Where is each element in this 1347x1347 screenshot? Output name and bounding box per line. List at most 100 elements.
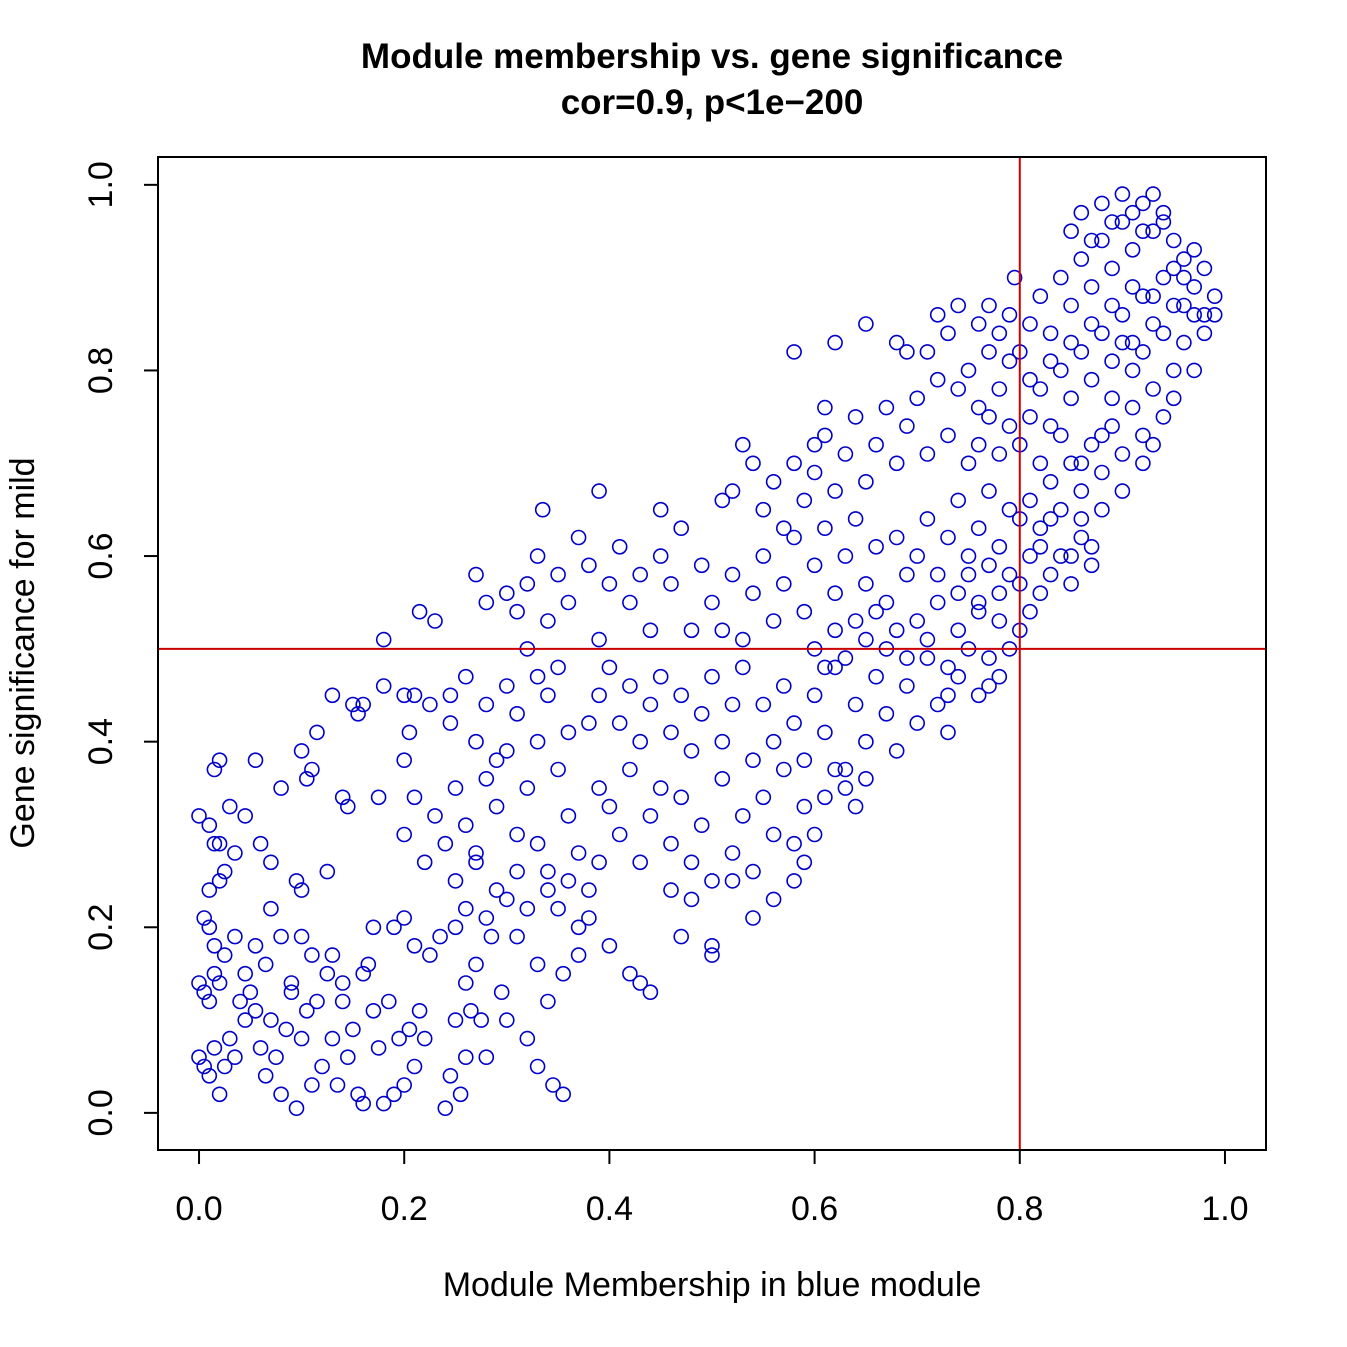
data-point xyxy=(1165,260,1182,277)
data-point xyxy=(191,808,207,824)
data-point xyxy=(868,603,884,620)
data-point xyxy=(237,1012,253,1028)
x-tick-label: 0.6 xyxy=(791,1190,838,1228)
data-point xyxy=(1104,353,1120,370)
data-point xyxy=(227,1049,243,1065)
data-point xyxy=(201,817,218,834)
data-point xyxy=(473,1012,490,1028)
data-point xyxy=(329,1077,346,1093)
data-point xyxy=(899,650,915,666)
data-point xyxy=(519,576,536,592)
data-point xyxy=(714,733,731,750)
data-point xyxy=(334,993,351,1010)
data-point xyxy=(1186,242,1202,258)
data-point xyxy=(796,603,813,620)
data-point xyxy=(1032,538,1049,555)
data-point xyxy=(888,622,905,639)
data-point xyxy=(206,965,223,982)
data-point xyxy=(981,650,997,666)
data-point xyxy=(293,743,310,759)
data-point xyxy=(339,798,356,815)
data-point xyxy=(257,1068,274,1084)
data-point xyxy=(273,928,289,945)
data-point xyxy=(288,873,305,889)
data-point xyxy=(263,854,279,871)
data-point xyxy=(632,733,649,750)
data-point xyxy=(847,696,864,713)
data-point xyxy=(1135,288,1151,305)
data-point xyxy=(796,492,813,509)
data-point xyxy=(432,928,448,945)
data-point xyxy=(806,464,823,481)
chart-title: Module membership vs. gene significance xyxy=(361,37,1063,76)
data-point xyxy=(837,446,854,462)
data-point xyxy=(970,520,987,537)
data-point xyxy=(452,1086,469,1103)
data-point xyxy=(406,1058,423,1075)
data-point xyxy=(570,845,587,861)
data-point xyxy=(673,928,690,945)
data-point xyxy=(570,919,587,936)
data-point xyxy=(909,548,926,564)
data-point xyxy=(622,965,638,982)
data-point xyxy=(206,937,223,954)
data-point xyxy=(960,548,977,564)
data-point xyxy=(314,1058,330,1075)
data-point xyxy=(463,1002,479,1019)
data-point xyxy=(304,761,320,778)
data-point xyxy=(950,381,967,397)
data-point xyxy=(1155,204,1172,221)
data-point xyxy=(940,659,956,676)
data-point xyxy=(734,808,751,824)
data-point xyxy=(1114,306,1131,323)
data-point xyxy=(929,306,946,323)
data-point xyxy=(581,882,597,898)
data-point xyxy=(950,622,967,639)
data-point xyxy=(796,854,813,871)
data-point xyxy=(796,752,813,769)
data-point xyxy=(642,808,659,824)
data-point xyxy=(1001,566,1018,583)
data-point xyxy=(1186,306,1202,323)
data-point xyxy=(601,937,618,954)
x-tick-label: 0.4 xyxy=(586,1190,633,1228)
data-point xyxy=(519,1030,536,1047)
data-point xyxy=(1145,288,1161,305)
data-point xyxy=(981,344,997,360)
data-point xyxy=(1206,306,1223,323)
data-point xyxy=(755,548,772,564)
data-point xyxy=(191,1049,207,1065)
data-point xyxy=(581,557,597,574)
data-point xyxy=(1063,390,1079,407)
data-point xyxy=(545,1077,561,1093)
data-point xyxy=(206,1040,223,1056)
data-point xyxy=(370,1040,387,1056)
data-point xyxy=(1155,269,1172,286)
data-point xyxy=(601,659,618,676)
data-point xyxy=(1124,242,1141,258)
data-point xyxy=(970,594,987,611)
data-point xyxy=(950,492,967,509)
data-point xyxy=(786,344,802,360)
data-point xyxy=(1083,557,1100,574)
data-point xyxy=(786,835,802,852)
data-point xyxy=(1114,446,1131,462)
data-point xyxy=(201,1068,218,1084)
data-point xyxy=(745,863,761,880)
data-point xyxy=(416,1030,433,1047)
data-point xyxy=(396,1077,413,1093)
data-point xyxy=(283,984,300,1001)
data-point xyxy=(991,538,1008,555)
data-point xyxy=(196,984,212,1001)
data-point xyxy=(765,826,782,843)
data-point xyxy=(899,344,915,360)
data-point xyxy=(498,743,515,759)
data-point xyxy=(1063,334,1079,351)
data-point xyxy=(540,687,556,704)
data-point xyxy=(1135,195,1151,212)
data-point xyxy=(724,873,741,889)
data-point xyxy=(211,873,228,889)
data-point xyxy=(206,835,223,852)
data-point xyxy=(991,381,1008,397)
data-point xyxy=(683,854,700,871)
